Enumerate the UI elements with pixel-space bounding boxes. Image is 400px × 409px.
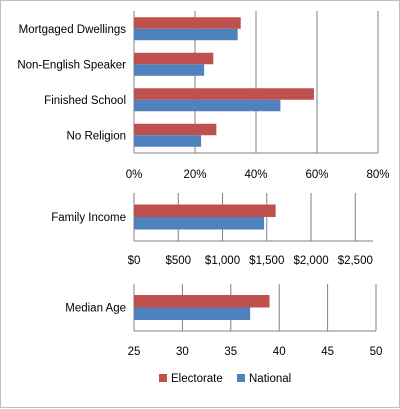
legend-electorate-label: Electorate <box>171 373 223 385</box>
bar-national-mortgaged-dwellings <box>134 28 238 41</box>
bar-national-no-religion <box>134 135 202 147</box>
bar-electorate-non-english-speaker <box>134 52 214 65</box>
x-tick-label: $1,000 <box>205 255 240 267</box>
x-tick-label: 30 <box>176 346 189 358</box>
x-tick-label: $1,500 <box>249 255 284 267</box>
bar-national-median-age <box>134 307 251 320</box>
x-tick-label: 35 <box>224 346 237 358</box>
x-tick-label: 40% <box>244 169 267 181</box>
bar-electorate-family-income <box>134 204 276 217</box>
x-tick-label: 45 <box>321 346 334 358</box>
legend-national-label: National <box>249 373 291 385</box>
x-tick-label: 50 <box>370 346 383 358</box>
chart-1: 0% 20% 40% 60% 80% Mortgaged Dwellings Non-Eng… <box>17 11 390 181</box>
bar-electorate-finished-school <box>134 88 314 100</box>
x-tick-label: $2,500 <box>338 255 373 267</box>
category-label-no-religion: No Religion <box>67 130 126 142</box>
x-tick-label: 80% <box>366 169 389 181</box>
x-tick-label: $2,000 <box>293 255 328 267</box>
x-tick-label: 0% <box>126 169 143 181</box>
category-label-mortgaged-dwellings: Mortgaged Dwellings <box>19 24 127 36</box>
chart-2: $0 $500 $1,000 $1,500 $2,000 $2,500 Family Inc… <box>51 193 373 267</box>
bar-national-finished-school <box>134 99 281 112</box>
category-label-non-english-speaker: Non-English Speaker <box>17 59 126 71</box>
x-tick-label: 20% <box>183 169 206 181</box>
chart-3: 25 30 35 40 45 50 Median Age <box>65 284 382 358</box>
legend-electorate-swatch <box>159 374 167 382</box>
legend-national-swatch <box>237 374 245 382</box>
x-tick-label: 25 <box>128 346 141 358</box>
legend: Electorate National <box>159 373 291 385</box>
x-tick-label: $500 <box>165 255 191 267</box>
bar-electorate-median-age <box>134 295 270 308</box>
x-tick-label: $0 <box>128 255 141 267</box>
category-label-finished-school: Finished School <box>44 95 126 107</box>
category-label-median-age: Median Age <box>65 303 126 315</box>
bar-electorate-no-religion <box>134 123 217 136</box>
x-tick-label: 40 <box>273 346 286 358</box>
bar-national-family-income <box>134 217 265 230</box>
bar-national-non-english-speaker <box>134 64 205 76</box>
category-label-family-income: Family Income <box>51 212 126 224</box>
bar-electorate-mortgaged-dwellings <box>134 17 241 29</box>
x-tick-label: 60% <box>305 169 328 181</box>
